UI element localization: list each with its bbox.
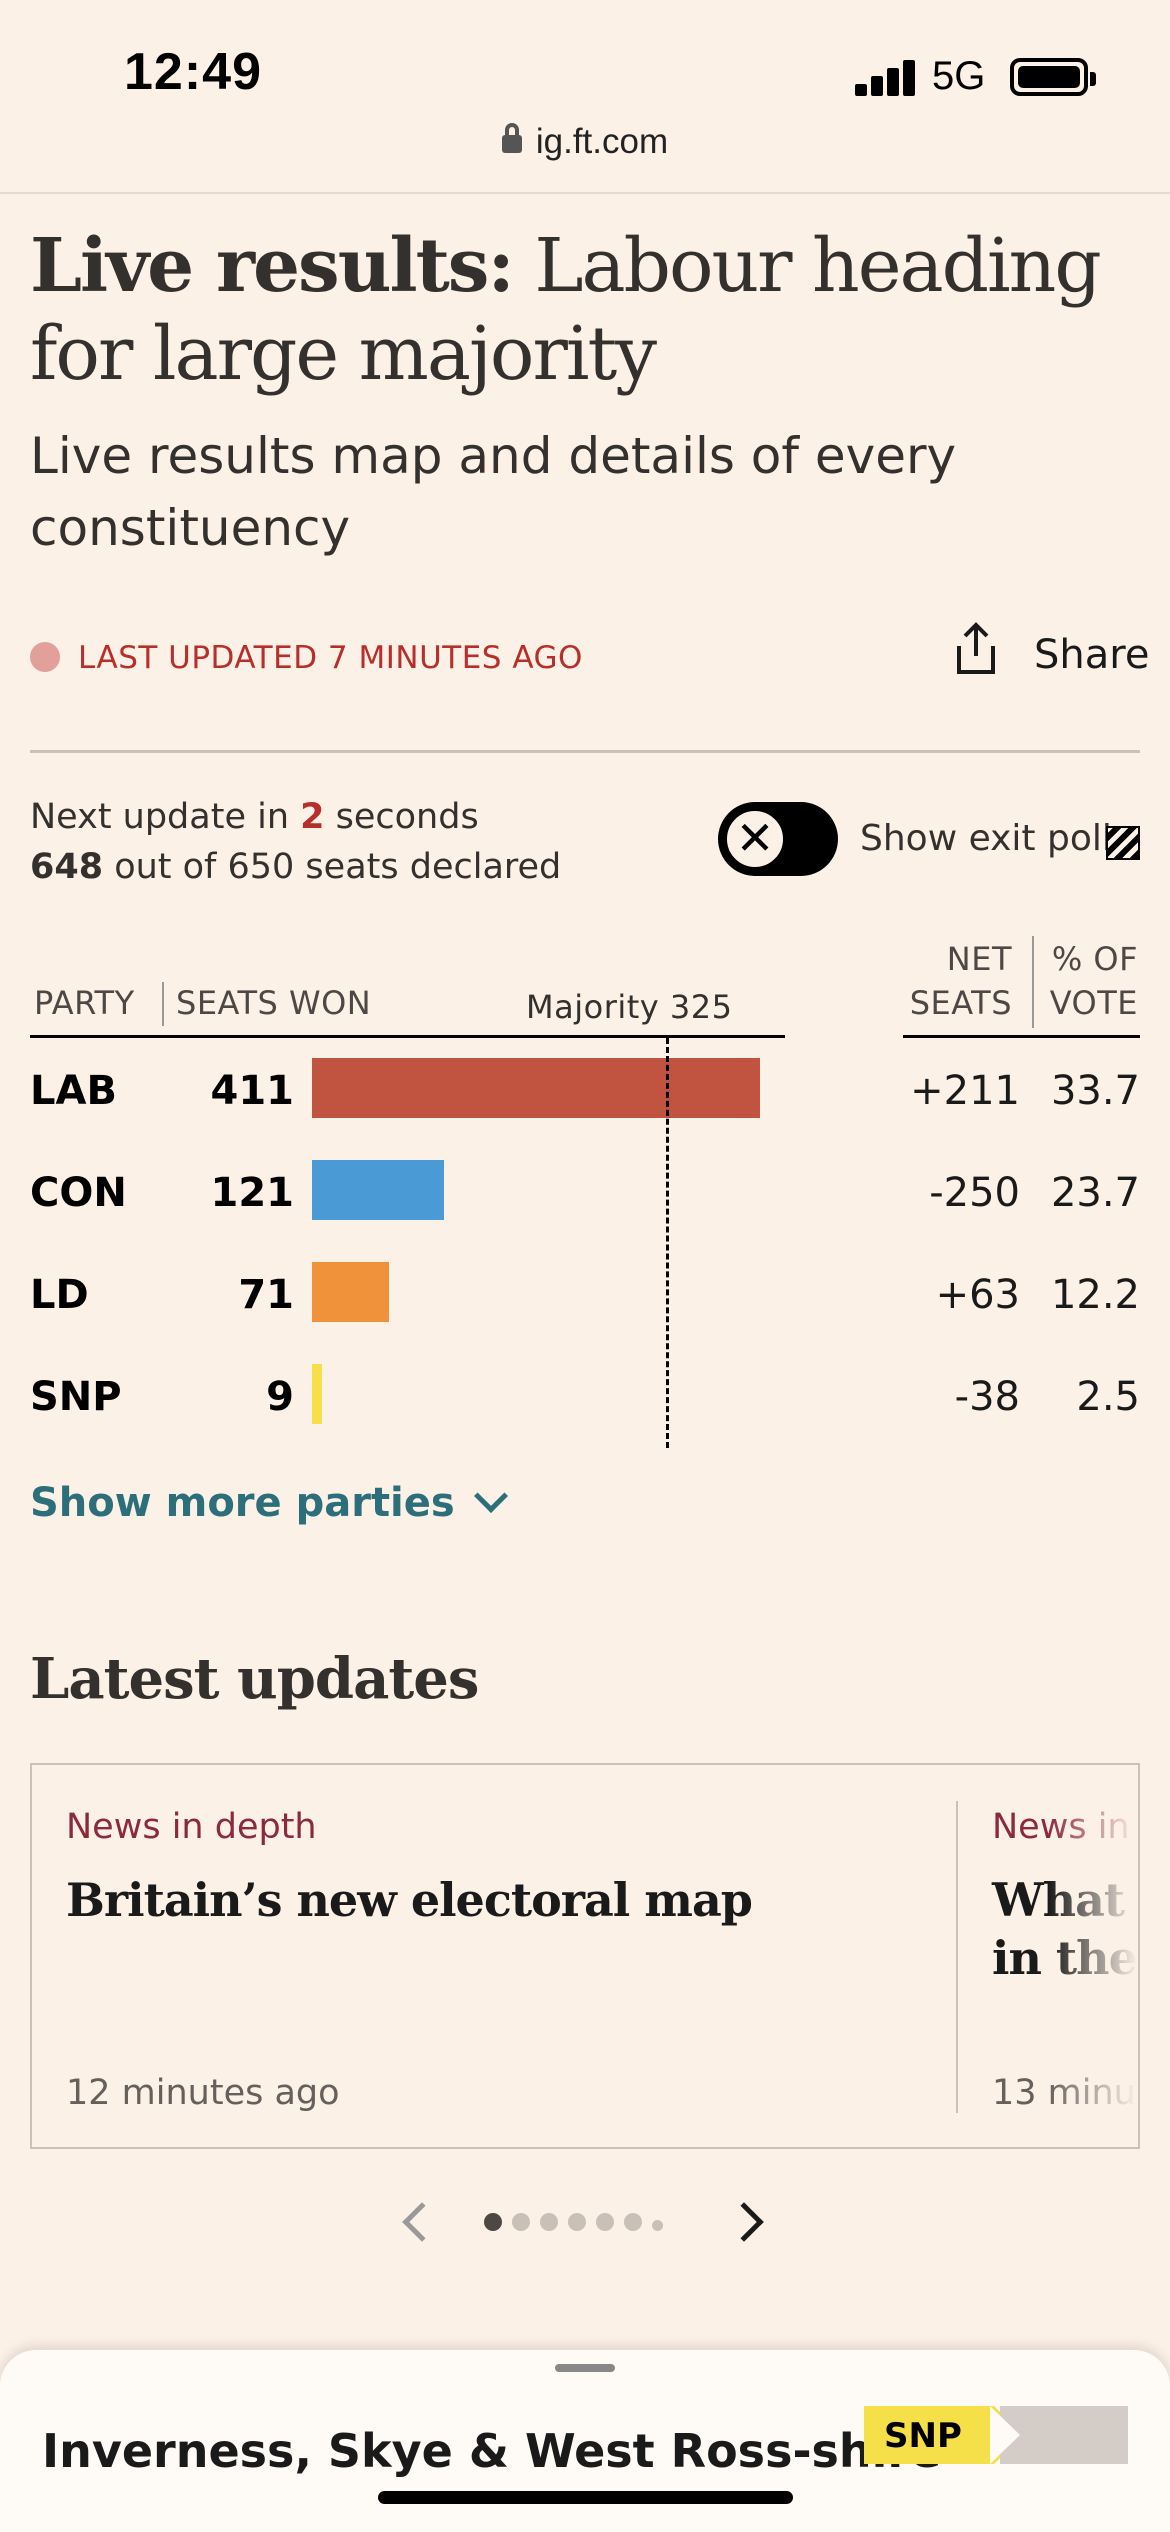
card-title: Britain’s new electoral map bbox=[66, 1873, 753, 1927]
headline-bold: Live results: bbox=[30, 223, 515, 309]
party-name: LD bbox=[30, 1272, 89, 1318]
card-time: 12 minutes ago bbox=[66, 2073, 340, 2113]
winner-badge: SNP bbox=[864, 2406, 1024, 2464]
show-more-label: Show more parties bbox=[30, 1480, 455, 1526]
table-rule bbox=[903, 1035, 1140, 1038]
status-time: 12:49 bbox=[124, 43, 262, 101]
page-title: Live results: Labour heading for large m… bbox=[30, 222, 1140, 398]
pagination-dot[interactable] bbox=[484, 2213, 502, 2231]
majority-line bbox=[666, 1038, 669, 1448]
next-update-suffix: seconds bbox=[324, 797, 479, 837]
party-name: CON bbox=[30, 1170, 127, 1216]
updates-carousel[interactable]: News in depth Britain’s new electoral ma… bbox=[30, 1763, 1140, 2149]
hatch-pattern-icon bbox=[1106, 826, 1140, 860]
majority-label: Majority 325 bbox=[526, 988, 733, 1026]
seats-bar bbox=[312, 1058, 760, 1118]
previous-holder-badge bbox=[990, 2406, 1128, 2464]
cellular-signal-icon bbox=[855, 60, 915, 96]
live-indicator-dot bbox=[30, 642, 60, 672]
pagination-dot[interactable] bbox=[540, 2213, 558, 2231]
section-divider bbox=[30, 750, 1140, 753]
seats-bar bbox=[312, 1160, 444, 1220]
lock-icon bbox=[501, 123, 522, 153]
net-seats: +211 bbox=[910, 1068, 1020, 1114]
carousel-pagination bbox=[484, 2213, 673, 2233]
seats-won: 71 bbox=[238, 1272, 294, 1318]
col-header-vote-1: % OF bbox=[1051, 940, 1138, 978]
next-update-prefix: Next update in bbox=[30, 797, 301, 837]
vote-share: 12.2 bbox=[1050, 1272, 1140, 1318]
winner-badge-label: SNP bbox=[884, 2416, 962, 2456]
next-update-seconds: 2 bbox=[300, 797, 325, 837]
battery-icon bbox=[1010, 58, 1096, 96]
vote-share: 33.7 bbox=[1050, 1068, 1140, 1114]
pagination-dot[interactable] bbox=[652, 2220, 663, 2231]
seats-bar bbox=[312, 1262, 390, 1322]
exit-poll-toggle[interactable]: ✕ bbox=[718, 802, 838, 876]
share-button[interactable]: Share bbox=[1034, 632, 1150, 678]
home-indicator[interactable] bbox=[378, 2491, 793, 2504]
pagination-dot[interactable] bbox=[568, 2213, 586, 2231]
vote-share: 23.7 bbox=[1050, 1170, 1140, 1216]
col-header-net-1: NET bbox=[946, 940, 1012, 978]
last-updated: LAST UPDATED 7 MINUTES AGO bbox=[78, 640, 583, 676]
pagination-dot[interactable] bbox=[512, 2213, 530, 2231]
pagination-dot[interactable] bbox=[624, 2213, 642, 2231]
headline-rest: Labour heading for large majority bbox=[30, 223, 1102, 397]
card-kicker: News in depth bbox=[66, 1807, 317, 1847]
chevron-down-icon bbox=[473, 1479, 508, 1513]
table-rule bbox=[30, 1035, 785, 1038]
seats-declared-suffix: out of 650 seats declared bbox=[103, 847, 562, 887]
party-name: SNP bbox=[30, 1374, 122, 1420]
constituency-name: Inverness, Skye & West Ross-shire bbox=[42, 2424, 942, 2478]
col-header-seats: SEATS WON bbox=[176, 984, 372, 1022]
carousel-prev-icon[interactable] bbox=[402, 2202, 442, 2242]
update-status: Next update in 2 seconds 648 out of 650 … bbox=[30, 792, 561, 892]
net-seats: +63 bbox=[935, 1272, 1020, 1318]
net-seats: -250 bbox=[929, 1170, 1020, 1216]
url-text: ig.ft.com bbox=[535, 122, 669, 161]
toolbar-divider bbox=[0, 192, 1170, 194]
show-more-parties-button[interactable]: Show more parties bbox=[30, 1479, 508, 1526]
col-header-vote-2: VOTE bbox=[1049, 984, 1138, 1022]
col-separator bbox=[162, 982, 164, 1026]
standfirst: Live results map and details of every co… bbox=[30, 427, 957, 557]
col-separator bbox=[1032, 936, 1034, 1028]
net-seats: -38 bbox=[954, 1374, 1020, 1420]
seats-won: 121 bbox=[210, 1170, 295, 1216]
seats-bar bbox=[312, 1364, 322, 1424]
col-header-net-2: SEATS bbox=[909, 984, 1012, 1022]
update-card[interactable]: News in depth Britain’s new electoral ma… bbox=[32, 1765, 956, 2147]
network-type: 5G bbox=[932, 54, 986, 98]
sheet-drag-handle[interactable] bbox=[555, 2364, 615, 2372]
card-divider bbox=[956, 1801, 958, 2113]
seats-declared-count: 648 bbox=[30, 847, 104, 887]
latest-updates-heading: Latest updates bbox=[30, 1646, 479, 1712]
address-bar[interactable]: ig.ft.com bbox=[0, 122, 1170, 162]
pagination-dot[interactable] bbox=[596, 2213, 614, 2231]
seats-won: 9 bbox=[266, 1374, 294, 1420]
carousel-fade bbox=[1048, 1765, 1138, 2147]
col-header-party: PARTY bbox=[34, 984, 135, 1022]
exit-poll-label: Show exit poll bbox=[860, 818, 1112, 859]
close-icon: ✕ bbox=[724, 808, 786, 870]
carousel-next-icon[interactable] bbox=[724, 2202, 764, 2242]
share-icon[interactable] bbox=[955, 622, 997, 676]
seats-won: 411 bbox=[210, 1068, 295, 1114]
party-name: LAB bbox=[30, 1068, 117, 1114]
vote-share: 2.5 bbox=[1076, 1374, 1140, 1420]
